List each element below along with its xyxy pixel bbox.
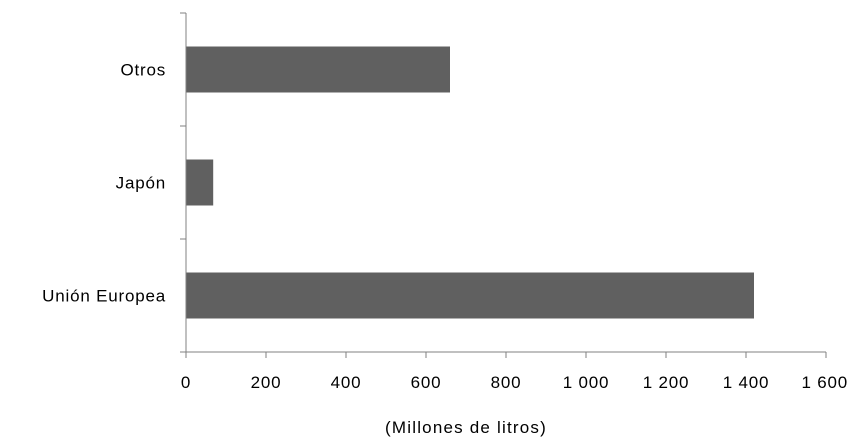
x-tick-label: 1 400 bbox=[723, 373, 770, 392]
x-tick-label: 1 200 bbox=[643, 373, 690, 392]
labels-group: Unión Europea Japón Otros 0 200 400 600 800 1 00… bbox=[42, 61, 848, 393]
bar-otros bbox=[186, 46, 450, 93]
x-tick-label: 1 600 bbox=[801, 373, 848, 392]
bar-japon bbox=[186, 159, 214, 206]
category-label-japon: Japón bbox=[116, 174, 166, 193]
x-axis-title: (Millones de litros) bbox=[385, 418, 547, 437]
x-tick-label: 400 bbox=[331, 373, 362, 392]
ticks-group bbox=[180, 12, 827, 358]
x-tick-label: 0 bbox=[181, 373, 191, 392]
x-tick-label: 1 000 bbox=[563, 373, 610, 392]
category-label-union-europea: Unión Europea bbox=[42, 287, 166, 306]
category-label-otros: Otros bbox=[120, 61, 166, 80]
bar-union-europea bbox=[186, 272, 754, 319]
x-tick-label: 200 bbox=[251, 373, 282, 392]
bars-group bbox=[186, 46, 754, 319]
x-tick-label: 600 bbox=[411, 373, 442, 392]
x-tick-label: 800 bbox=[491, 373, 522, 392]
